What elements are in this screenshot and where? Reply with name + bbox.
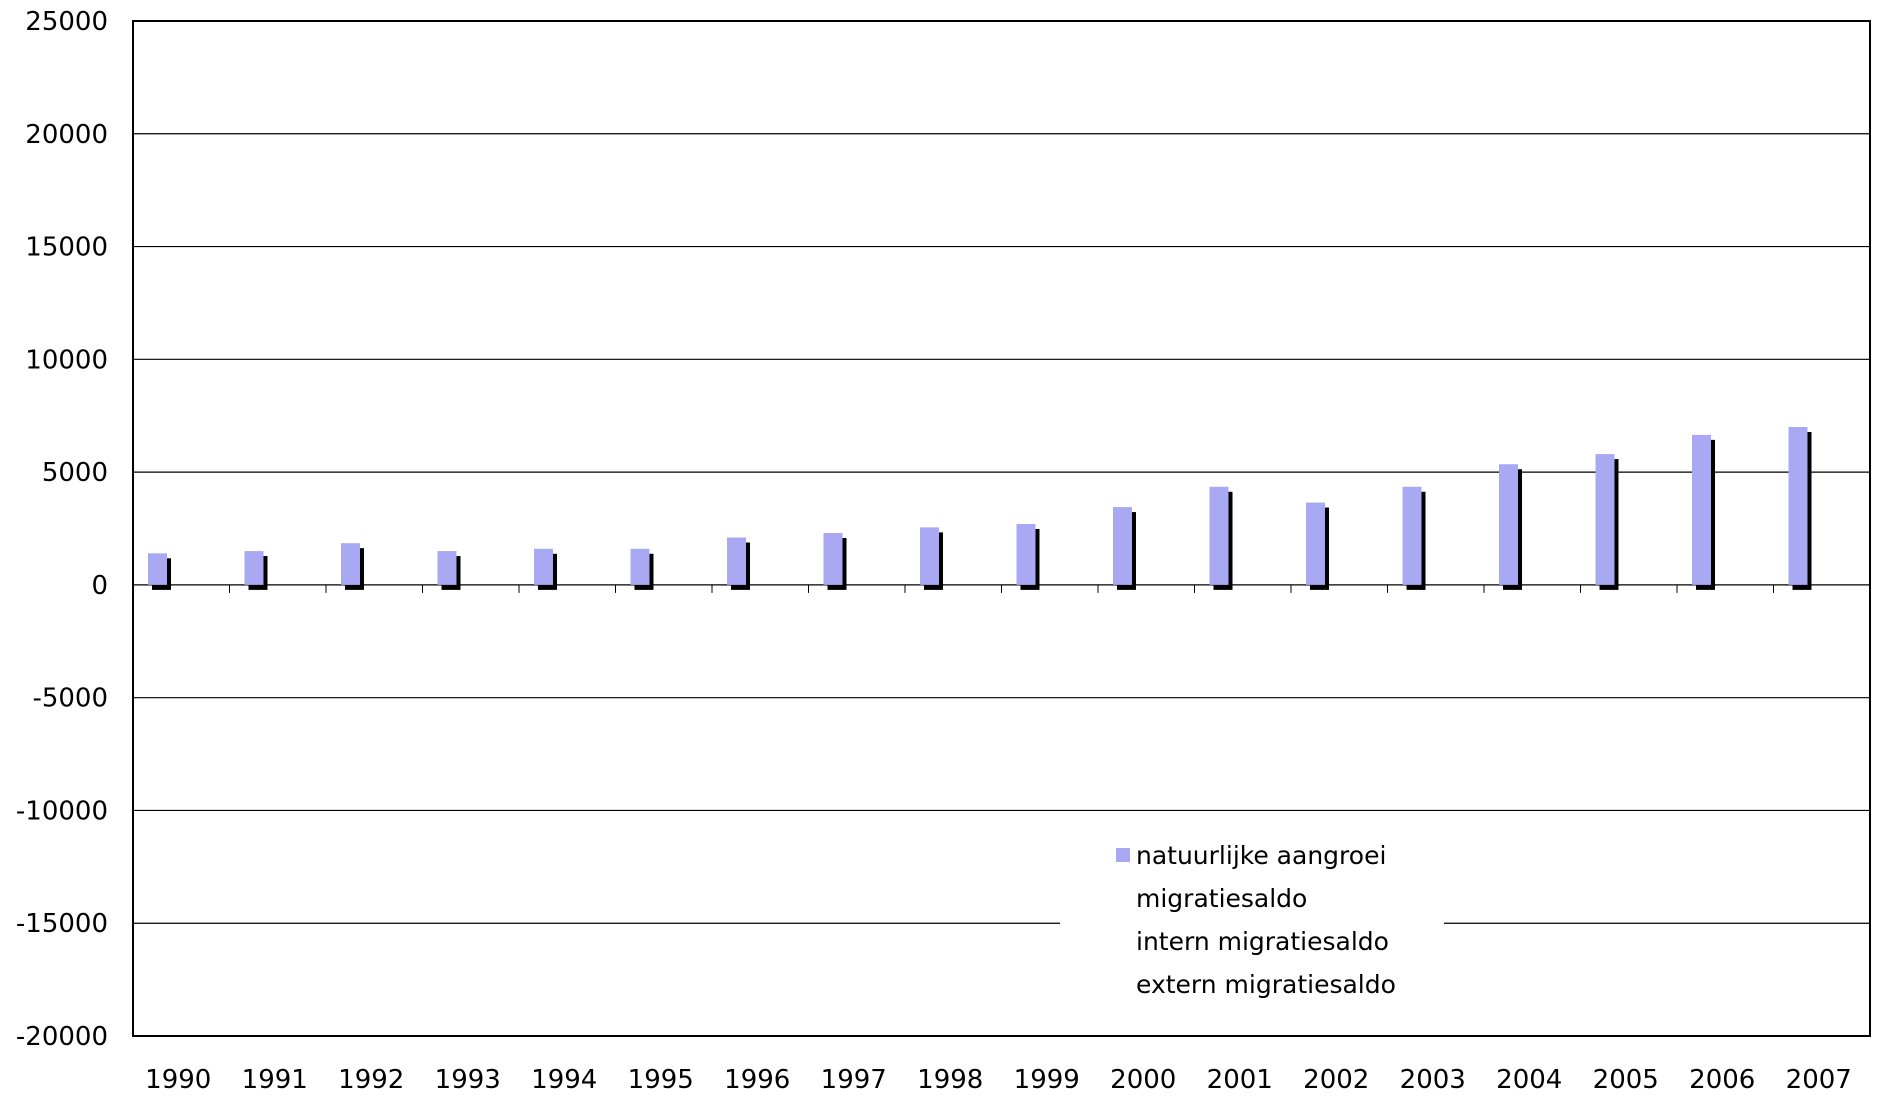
x-tick-marks — [229, 584, 1774, 593]
legend: natuurlijke aangroei migratiesaldo intern … — [1060, 833, 1444, 1013]
y-tick-label: -10000 — [16, 796, 108, 826]
x-tick-label: 2006 — [1689, 1065, 1755, 1095]
x-tick-label: 2005 — [1593, 1065, 1659, 1095]
y-tick-label: 5000 — [42, 458, 108, 488]
x-axis-labels: 1990 1991 1992 1993 1994 1995 1996 1997 1998 1999… — [145, 1065, 1852, 1095]
bar-natuurlijke-aangroei — [1209, 486, 1229, 585]
x-tick-label: 1990 — [145, 1065, 211, 1095]
y-tick-label: 0 — [91, 571, 108, 601]
legend-swatch — [1116, 977, 1130, 991]
bar-natuurlijke-aangroei — [1788, 427, 1808, 585]
bar-natuurlijke-aangroei — [727, 537, 746, 585]
plot-area-frame — [132, 20, 1871, 1037]
x-tick-label: 1992 — [338, 1065, 404, 1095]
x-tick-label: 1994 — [531, 1065, 597, 1095]
bar-natuurlijke-aangroei — [244, 551, 264, 585]
x-tick-label: 2004 — [1496, 1065, 1562, 1095]
bar-natuurlijke-aangroei — [148, 553, 167, 585]
legend-label: migratiesaldo — [1136, 884, 1307, 913]
legend-label: intern migratiesaldo — [1136, 927, 1389, 956]
bar-natuurlijke-aangroei — [437, 551, 457, 585]
legend-swatch — [1116, 891, 1130, 905]
x-tick-label: 1998 — [917, 1065, 983, 1095]
x-tick-label: 1996 — [724, 1065, 790, 1095]
bar-natuurlijke-aangroei — [1306, 502, 1325, 585]
y-tick-label: -15000 — [16, 909, 108, 939]
bar-natuurlijke-aangroei — [1595, 454, 1615, 585]
y-tick-label: 10000 — [25, 345, 108, 375]
y-tick-label: -20000 — [16, 1022, 108, 1052]
legend-swatch — [1116, 934, 1130, 948]
bar-natuurlijke-aangroei — [534, 548, 553, 585]
x-tick-label: 2001 — [1207, 1065, 1273, 1095]
x-tick-label: 2002 — [1303, 1065, 1369, 1095]
x-tick-label: 1991 — [242, 1065, 308, 1095]
x-tick-label: 2007 — [1786, 1065, 1852, 1095]
bar-natuurlijke-aangroei — [1692, 434, 1711, 585]
x-tick-label: 2003 — [1400, 1065, 1466, 1095]
bars — [148, 427, 1812, 590]
bar-natuurlijke-aangroei — [1113, 507, 1132, 585]
bar-natuurlijke-aangroei — [823, 533, 843, 585]
legend-label: extern migratiesaldo — [1136, 970, 1396, 999]
bar-natuurlijke-aangroei — [1499, 464, 1518, 585]
bar-natuurlijke-aangroei — [630, 548, 650, 585]
legend-label: natuurlijke aangroei — [1136, 841, 1386, 870]
y-axis-labels: 25000 20000 15000 10000 5000 0 -5000 -10000 -150… — [16, 7, 108, 1052]
y-tick-label: -5000 — [32, 684, 108, 714]
x-tick-label: 1999 — [1014, 1065, 1080, 1095]
x-tick-label: 1997 — [821, 1065, 887, 1095]
y-tick-label: 20000 — [25, 120, 108, 150]
bar-natuurlijke-aangroei — [920, 527, 939, 585]
x-tick-label: 1993 — [435, 1065, 501, 1095]
y-tick-label: 25000 — [25, 7, 108, 37]
y-tick-label: 15000 — [25, 233, 108, 263]
x-tick-label: 2000 — [1110, 1065, 1176, 1095]
bar-natuurlijke-aangroei — [1402, 486, 1422, 585]
bar-natuurlijke-aangroei — [341, 543, 360, 585]
bar-natuurlijke-aangroei — [1016, 523, 1036, 585]
legend-swatch — [1116, 848, 1130, 862]
x-tick-label: 1995 — [628, 1065, 694, 1095]
